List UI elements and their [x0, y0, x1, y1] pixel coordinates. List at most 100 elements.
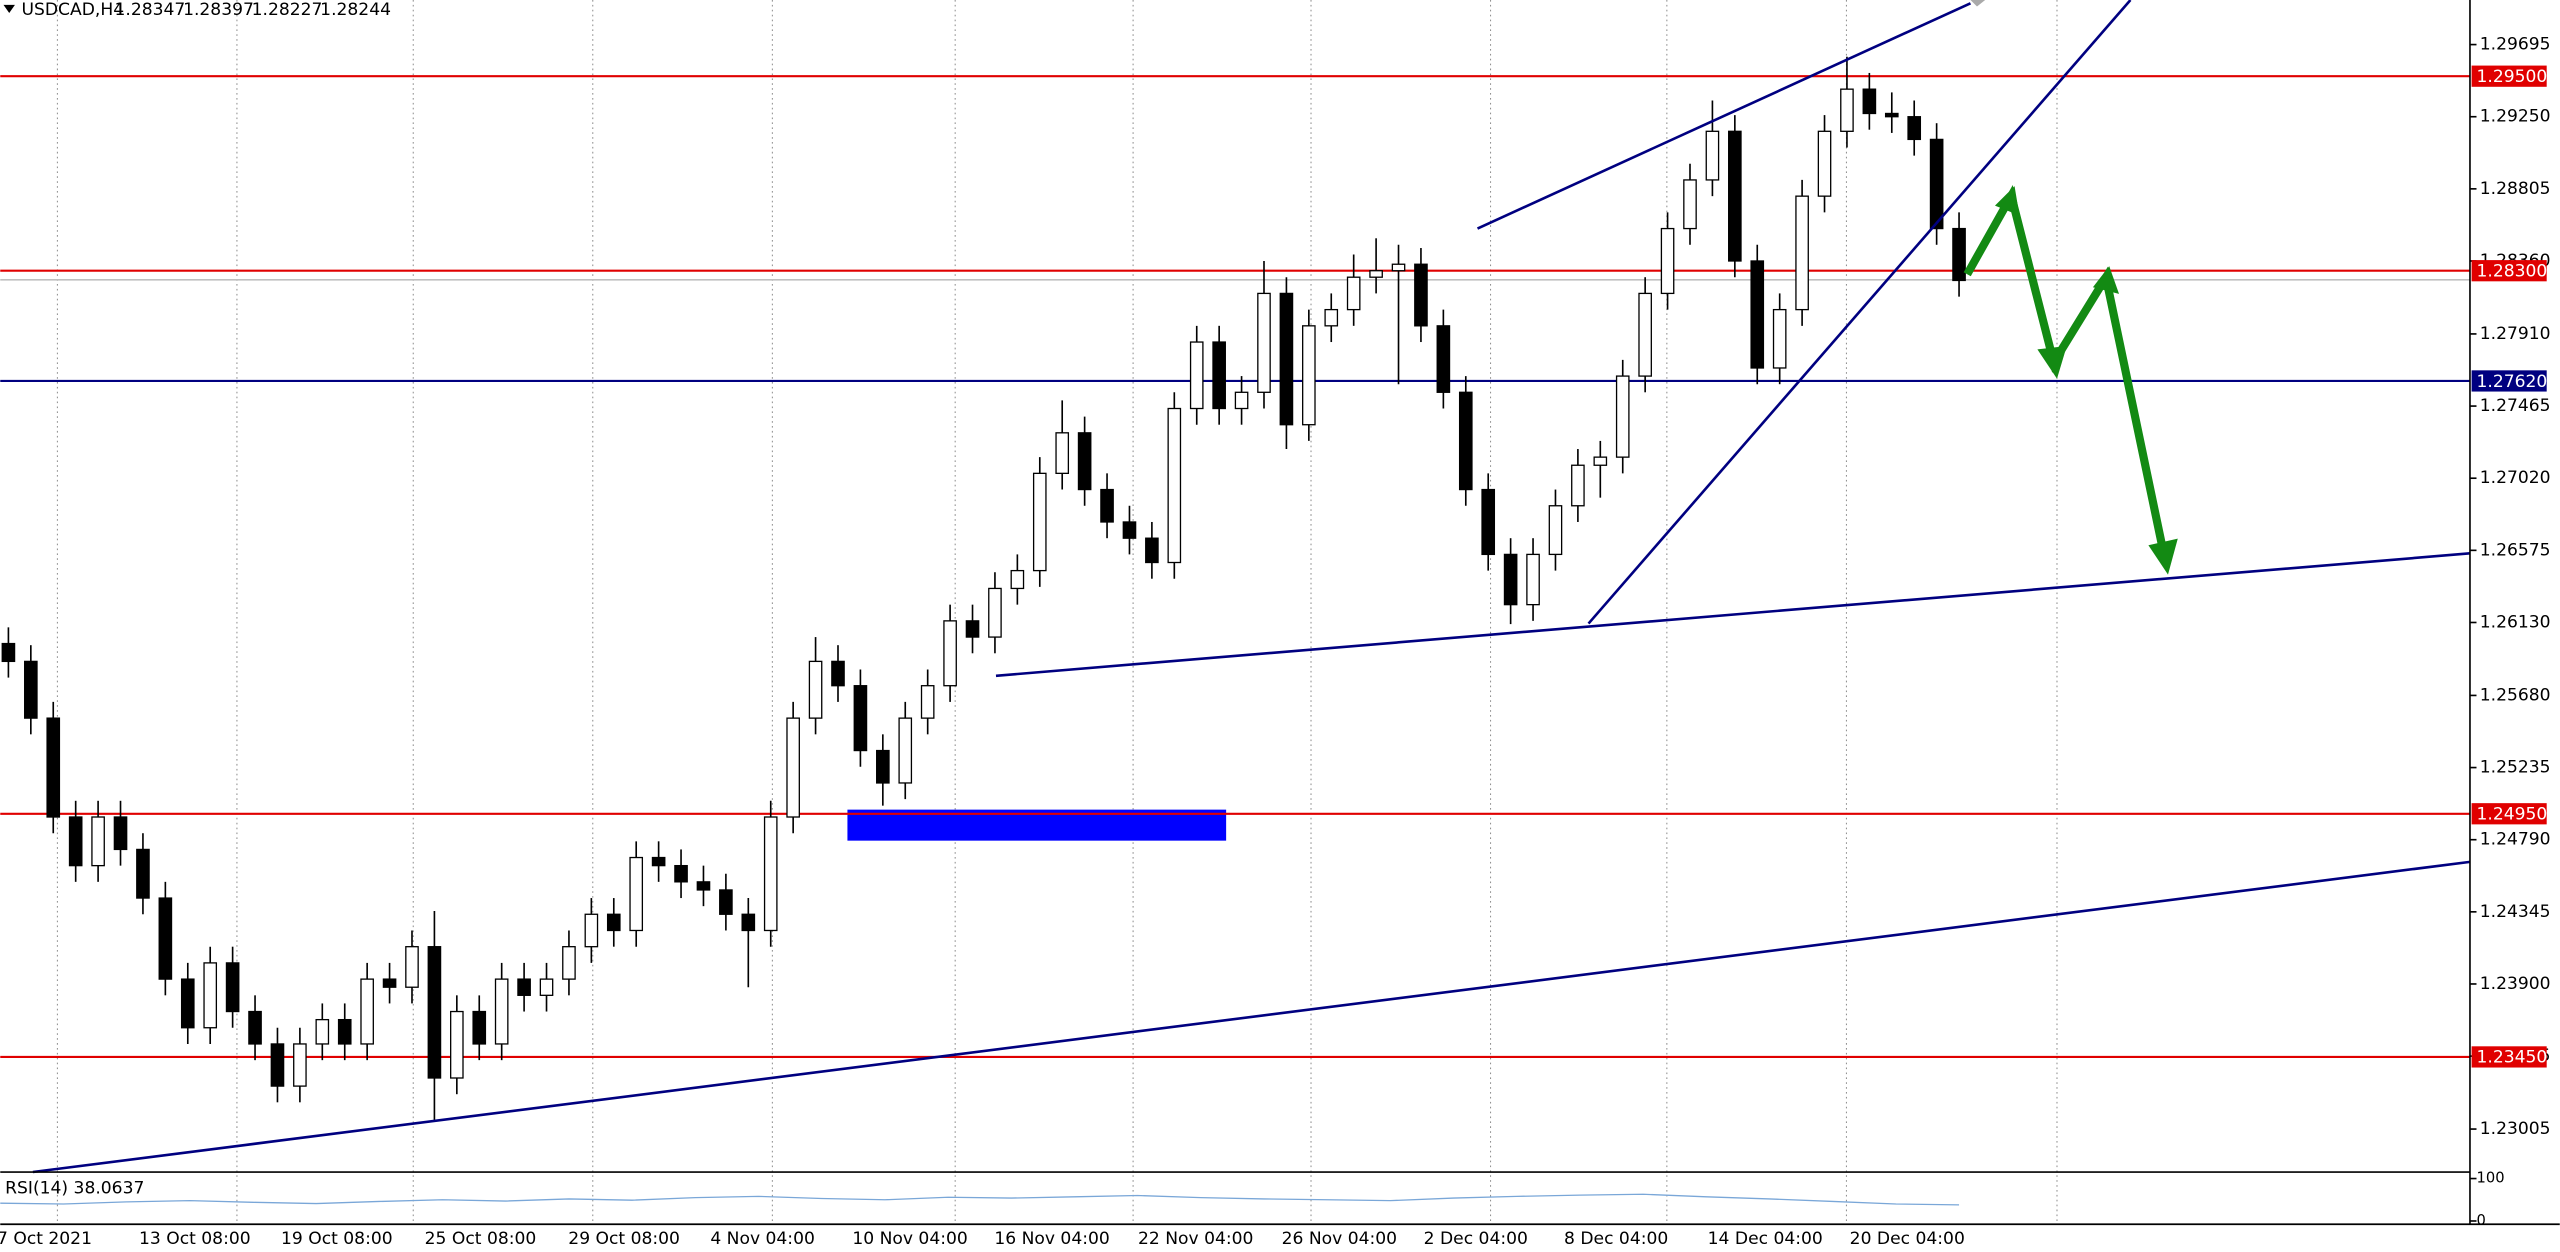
y-tick-label: 1.27910	[2480, 324, 2551, 344]
level-tag	[2471, 1046, 2547, 1068]
candle-body	[293, 1043, 307, 1087]
candle-body	[24, 660, 38, 719]
candle-body	[1526, 553, 1540, 606]
candle-body	[943, 620, 957, 687]
candle-body	[1257, 292, 1271, 393]
candle-body	[1436, 325, 1451, 393]
menu-triangle	[3, 4, 15, 14]
candle-body	[1593, 456, 1608, 466]
candle-body	[1302, 325, 1316, 426]
candle-body	[1346, 276, 1361, 311]
candle-body	[1167, 407, 1182, 564]
x-tick-label: 8 Dec 04:00	[1564, 1229, 1668, 1249]
candle-body	[1, 642, 16, 663]
candle-body	[1100, 488, 1114, 523]
trendline	[995, 552, 2471, 678]
y-tick-label: 1.27020	[2480, 468, 2551, 488]
candle-body	[1750, 260, 1765, 369]
quote-value: 1.28227	[252, 0, 323, 20]
y-tick-label: 1.23900	[2480, 974, 2551, 994]
y-tick-label: 1.26575	[2480, 540, 2551, 560]
symbol-label: USDCAD,H4	[21, 0, 124, 20]
trendline	[1587, 0, 2132, 625]
candle-body	[1929, 138, 1944, 230]
candle-body	[46, 717, 61, 818]
candle-body	[225, 962, 240, 1013]
quote-value: 1.28244	[320, 0, 391, 20]
level-label: 1.23450	[2477, 1048, 2548, 1068]
x-tick-label: 20 Dec 04:00	[1850, 1229, 1965, 1249]
y-tick-label: 1.24345	[2480, 902, 2551, 922]
arrow-head	[2092, 266, 2120, 294]
candle-body	[741, 913, 756, 932]
candle-body	[1279, 292, 1294, 426]
candle-body	[831, 660, 845, 687]
arrow-heads	[1994, 186, 2178, 575]
candle-body	[1795, 195, 1809, 311]
candle-body	[1234, 391, 1249, 410]
candle-body	[1077, 432, 1092, 491]
candle-body	[1952, 227, 1966, 282]
arrow-head	[2037, 346, 2067, 379]
y-tick-label: 1.28805	[2480, 179, 2551, 199]
candle-body	[1055, 432, 1070, 474]
candle-body	[450, 1010, 464, 1079]
trendlines	[32, 0, 2471, 1174]
candle-body	[920, 685, 935, 719]
candle-body	[270, 1043, 285, 1087]
x-tick-label: 14 Dec 04:00	[1708, 1229, 1823, 1249]
rsi-tick-label: 100	[2477, 1170, 2505, 1187]
y-tick-label: 1.25680	[2480, 685, 2551, 705]
candle-body	[1862, 88, 1877, 115]
candle-body	[1683, 179, 1697, 230]
rsi-panel: 0 100	[0, 1170, 2505, 1229]
candle-body	[562, 946, 576, 980]
x-tick-label: 29 Oct 08:00	[568, 1229, 680, 1249]
candle-body	[1212, 341, 1226, 410]
candle-body	[1010, 569, 1025, 590]
candle-body	[1145, 537, 1159, 564]
y-tick-label: 1.27465	[2480, 396, 2551, 416]
candle-body	[494, 978, 509, 1045]
candle-body	[405, 946, 419, 988]
x-tick-label: 4 Nov 04:00	[710, 1229, 815, 1249]
candle-body	[68, 816, 83, 867]
candle-body	[606, 913, 621, 932]
x-tick-label: 25 Oct 08:00	[425, 1229, 537, 1249]
candle-body	[1660, 227, 1675, 295]
candle-body	[1548, 505, 1563, 556]
candle-body	[248, 1010, 262, 1045]
candle-body	[136, 848, 150, 899]
candle-body	[91, 816, 105, 867]
candle-body	[337, 1018, 352, 1045]
price-axis-bg	[2469, 0, 2560, 1252]
candle-body	[786, 717, 800, 818]
candle-body	[1458, 391, 1473, 491]
candle-body	[965, 620, 980, 638]
candle-body	[1481, 488, 1496, 556]
y-tick-label: 1.23005	[2480, 1119, 2551, 1139]
arrow-head	[1970, 0, 1986, 7]
rsi-line	[0, 1193, 1960, 1206]
trendline	[32, 860, 2471, 1174]
axis-labels: 1.296951.292501.288051.283601.279101.274…	[0, 35, 2551, 1249]
candle-body	[651, 856, 666, 867]
candle-body	[1414, 263, 1428, 327]
candle-body	[113, 816, 128, 851]
candle-body	[315, 1018, 330, 1045]
y-tick-label: 1.24790	[2480, 830, 2551, 850]
level-tag	[2471, 260, 2547, 282]
y-tick-label: 1.29695	[2480, 35, 2551, 55]
level-label: 1.27620	[2477, 372, 2548, 392]
candle-body	[1503, 553, 1518, 606]
arrow-head	[2148, 538, 2178, 575]
candle-body	[1638, 292, 1652, 377]
candle-body	[853, 685, 868, 752]
candle-body	[1571, 464, 1585, 507]
candle-body	[808, 660, 823, 719]
x-tick-label: 13 Oct 08:00	[139, 1229, 251, 1249]
trendline	[1476, 2, 1972, 230]
candle-body	[517, 978, 531, 996]
candle-body	[1817, 130, 1832, 197]
